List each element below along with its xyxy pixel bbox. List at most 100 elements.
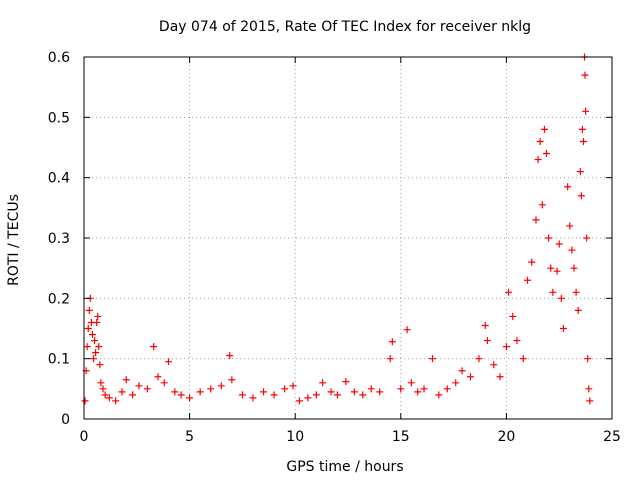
data-point — [403, 326, 411, 334]
data-point — [84, 325, 92, 332]
data-point — [97, 379, 105, 387]
data-point — [481, 321, 489, 329]
data-point — [88, 331, 96, 339]
data-point — [568, 246, 576, 254]
data-point — [407, 379, 415, 387]
data-point — [118, 388, 126, 396]
data-point — [579, 137, 587, 145]
data-point — [538, 201, 546, 209]
data-point — [91, 337, 99, 345]
data-point — [547, 264, 555, 272]
data-point — [536, 137, 544, 145]
data-point — [270, 391, 278, 399]
data-point — [578, 125, 586, 133]
data-point — [496, 373, 504, 381]
data-point — [534, 156, 542, 164]
data-point — [549, 288, 557, 296]
x-tick-label: 15 — [392, 429, 410, 445]
data-point — [95, 343, 103, 351]
data-point — [582, 107, 590, 115]
data-point — [428, 355, 436, 363]
data-point — [452, 379, 460, 387]
data-point — [160, 379, 168, 387]
data-point — [505, 288, 513, 296]
data-point — [519, 355, 527, 363]
data-point — [585, 385, 593, 393]
data-point — [581, 71, 589, 79]
data-point — [90, 355, 98, 363]
y-axis-title: ROTI / TECUs — [6, 194, 22, 286]
data-point — [135, 382, 143, 390]
data-point — [249, 394, 257, 402]
data-point — [543, 150, 551, 158]
data-point — [304, 394, 312, 402]
data-point — [577, 192, 585, 200]
points-layer — [81, 53, 594, 405]
data-point — [238, 391, 246, 399]
data-point — [154, 373, 162, 381]
data-point — [105, 394, 113, 402]
data-point — [367, 385, 375, 393]
data-point — [93, 318, 101, 326]
data-point — [129, 391, 137, 399]
data-point — [359, 391, 367, 399]
data-point — [81, 397, 89, 405]
data-point — [327, 388, 335, 396]
data-point — [583, 234, 591, 242]
data-point — [350, 388, 358, 396]
data-point — [143, 385, 151, 393]
data-point — [559, 325, 567, 332]
data-point — [260, 388, 268, 396]
data-point — [99, 385, 107, 393]
chart-title: Day 074 of 2015, Rate Of TEC Index for r… — [159, 19, 531, 35]
data-point — [397, 385, 405, 393]
y-tick-label: 0 — [61, 412, 70, 428]
data-point — [502, 343, 510, 351]
data-point — [435, 391, 443, 399]
data-point — [553, 267, 561, 275]
data-point — [475, 355, 483, 363]
data-point — [101, 391, 109, 399]
y-tick-label: 0.2 — [48, 291, 70, 307]
data-point — [528, 258, 536, 266]
data-point — [83, 343, 91, 351]
data-point — [376, 388, 384, 396]
x-tick-label: 5 — [185, 429, 194, 445]
data-point — [289, 382, 297, 390]
data-point — [584, 355, 592, 363]
data-point — [186, 394, 194, 402]
data-point — [94, 312, 102, 320]
data-point — [171, 388, 179, 396]
x-tick-label: 20 — [497, 429, 515, 445]
data-point — [295, 397, 303, 405]
x-tick-label: 10 — [286, 429, 304, 445]
data-point — [228, 376, 236, 384]
data-point — [386, 355, 394, 363]
data-point — [574, 306, 582, 314]
data-point — [164, 358, 172, 366]
data-point — [576, 168, 584, 176]
data-point — [545, 234, 553, 242]
data-point — [443, 385, 451, 393]
y-tick-label: 0.4 — [48, 171, 70, 187]
data-point — [226, 352, 234, 360]
y-tick-label: 0.5 — [48, 110, 70, 126]
data-point — [570, 264, 578, 272]
data-point — [483, 337, 491, 345]
data-point — [217, 382, 225, 390]
data-point — [586, 397, 594, 405]
y-tick-label: 0.3 — [48, 231, 70, 247]
data-point — [96, 361, 104, 369]
data-point — [532, 216, 540, 224]
data-point — [524, 276, 532, 284]
y-tick-label: 0.1 — [48, 352, 70, 368]
data-point — [513, 337, 521, 345]
data-point — [420, 385, 428, 393]
data-point — [333, 391, 341, 399]
data-point — [177, 391, 185, 399]
data-point — [85, 306, 93, 314]
data-point — [312, 391, 320, 399]
data-point — [509, 312, 517, 320]
data-point — [207, 385, 215, 393]
